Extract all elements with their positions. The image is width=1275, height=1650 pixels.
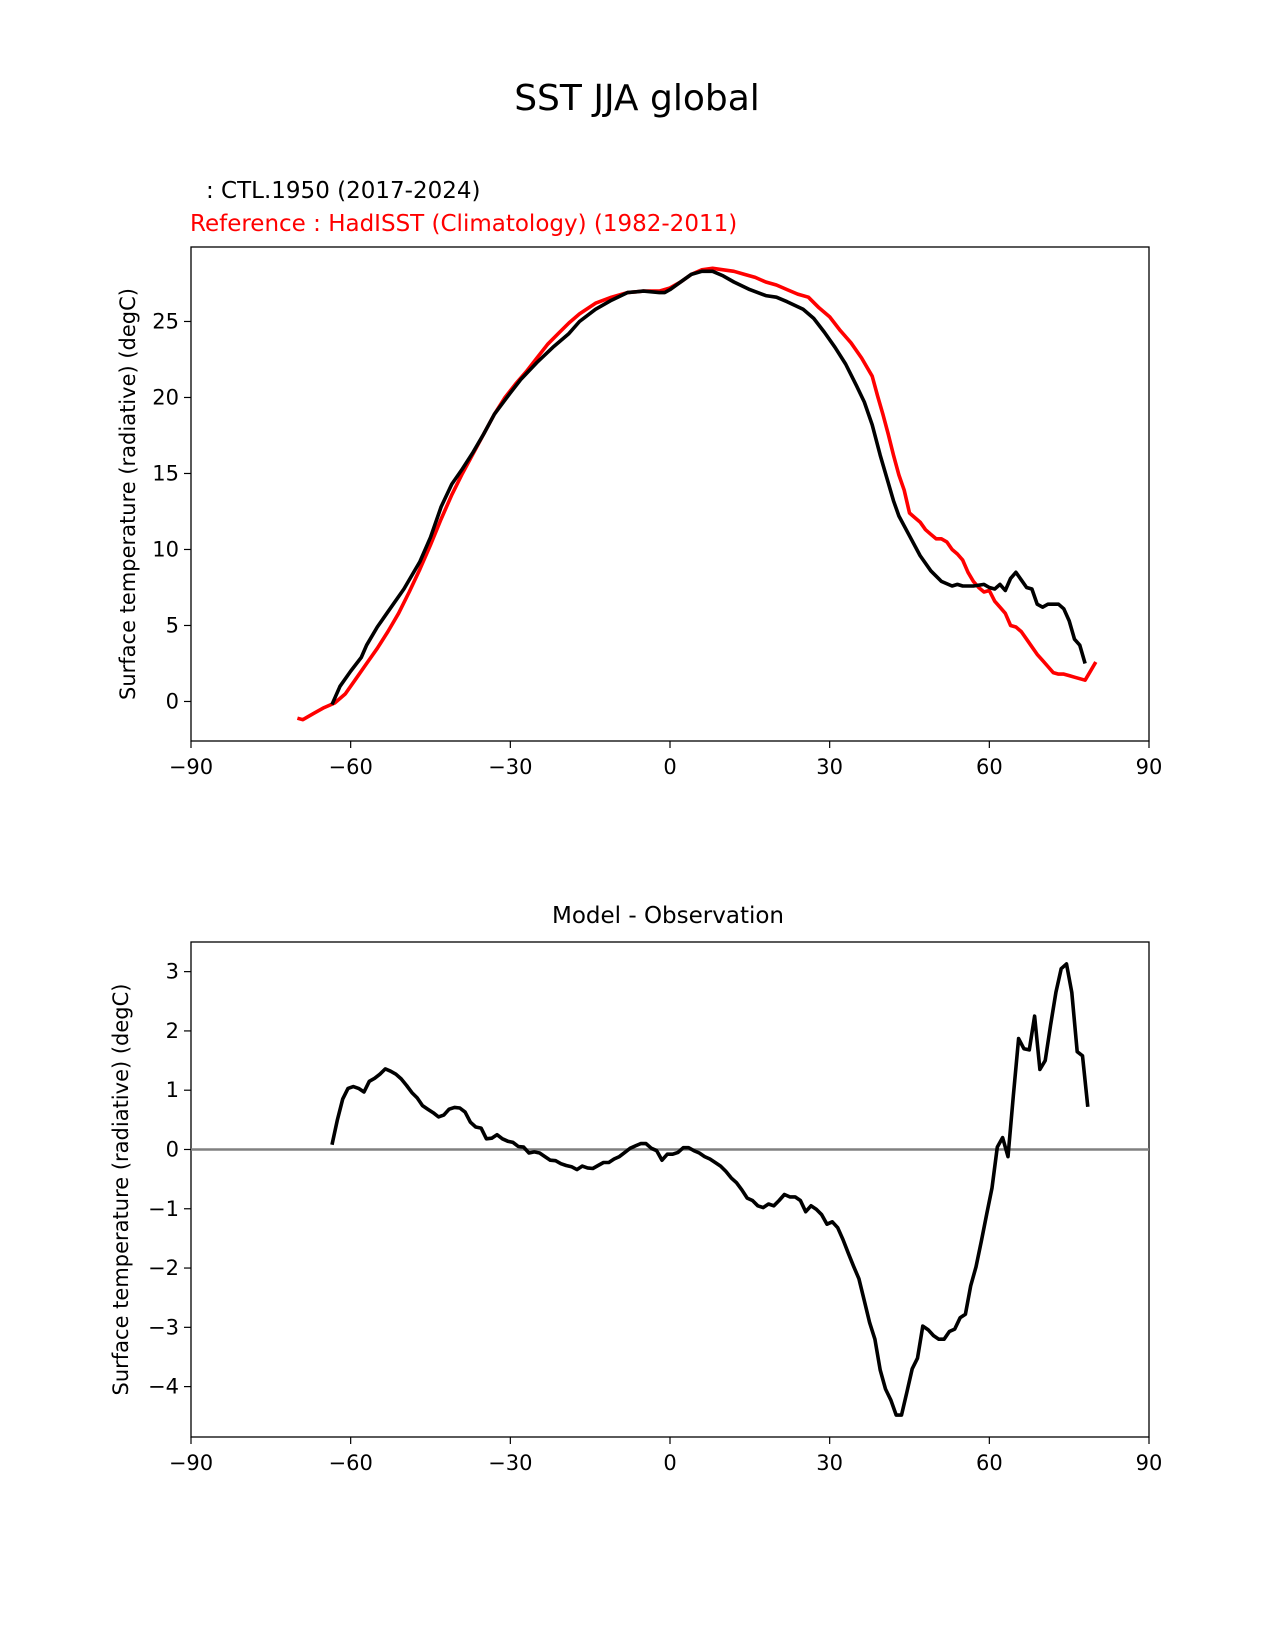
series-line-ctl-1950	[330, 269, 1087, 706]
x-tick-label: −60	[329, 755, 373, 779]
x-tick-label: −90	[169, 755, 213, 779]
series-line-hadisst	[296, 266, 1098, 722]
y-tick-label: −2	[148, 1256, 179, 1280]
reference-label: Reference : HadISST (Climatology) (1982-…	[190, 211, 737, 237]
y-tick-label: 2	[166, 1019, 179, 1043]
x-tick-label: −60	[329, 1451, 373, 1475]
diff-panel-title: Model - Observation	[552, 903, 784, 929]
y-tick-label: 20	[152, 385, 179, 409]
y-axis-label: Surface temperature (radiative) (degC)	[109, 984, 133, 1396]
y-axis-label: Surface temperature (radiative) (degC)	[116, 288, 140, 700]
y-tick-label: 5	[166, 613, 179, 637]
y-tick-label: 1	[166, 1078, 179, 1102]
x-tick-label: 0	[663, 755, 676, 779]
x-tick-label: 30	[816, 1451, 843, 1475]
axes-frame	[190, 246, 1150, 742]
model-label: : CTL.1950 (2017-2024)	[206, 178, 480, 204]
x-tick-label: 90	[1136, 1451, 1163, 1475]
y-tick-label: 25	[152, 309, 179, 333]
chart-top-panel: −90 −60 −30 0 30 60 90 0 5 10 15 20 25 Surface temper…	[116, 246, 1163, 779]
x-tick-label: −30	[488, 755, 532, 779]
y-tick-label: 15	[152, 461, 179, 485]
x-tick-label: 30	[816, 755, 843, 779]
x-tick-label: 90	[1136, 755, 1163, 779]
axes-frame	[190, 941, 1150, 1438]
x-tick-label: 0	[663, 1451, 676, 1475]
figure-title: SST JJA global	[514, 78, 760, 119]
series-line-model-observation	[330, 962, 1090, 1417]
chart-bottom-panel: −90 −60 −30 0 30 60 90 −4 −3 −2 −1 0 1 2 3 Surface temp…	[109, 941, 1163, 1475]
x-tick-label: −90	[169, 1451, 213, 1475]
y-tick-label: 0	[166, 1137, 179, 1161]
y-tick-label: 10	[152, 537, 179, 561]
x-tick-label: 60	[976, 1451, 1003, 1475]
y-tick-label: −4	[148, 1375, 179, 1399]
y-tick-label: 0	[166, 689, 179, 713]
x-tick-label: 60	[976, 755, 1003, 779]
x-tick-label: −30	[488, 1451, 532, 1475]
y-tick-label: 3	[166, 960, 179, 984]
y-tick-label: −3	[148, 1315, 179, 1339]
y-tick-label: −1	[148, 1197, 179, 1221]
